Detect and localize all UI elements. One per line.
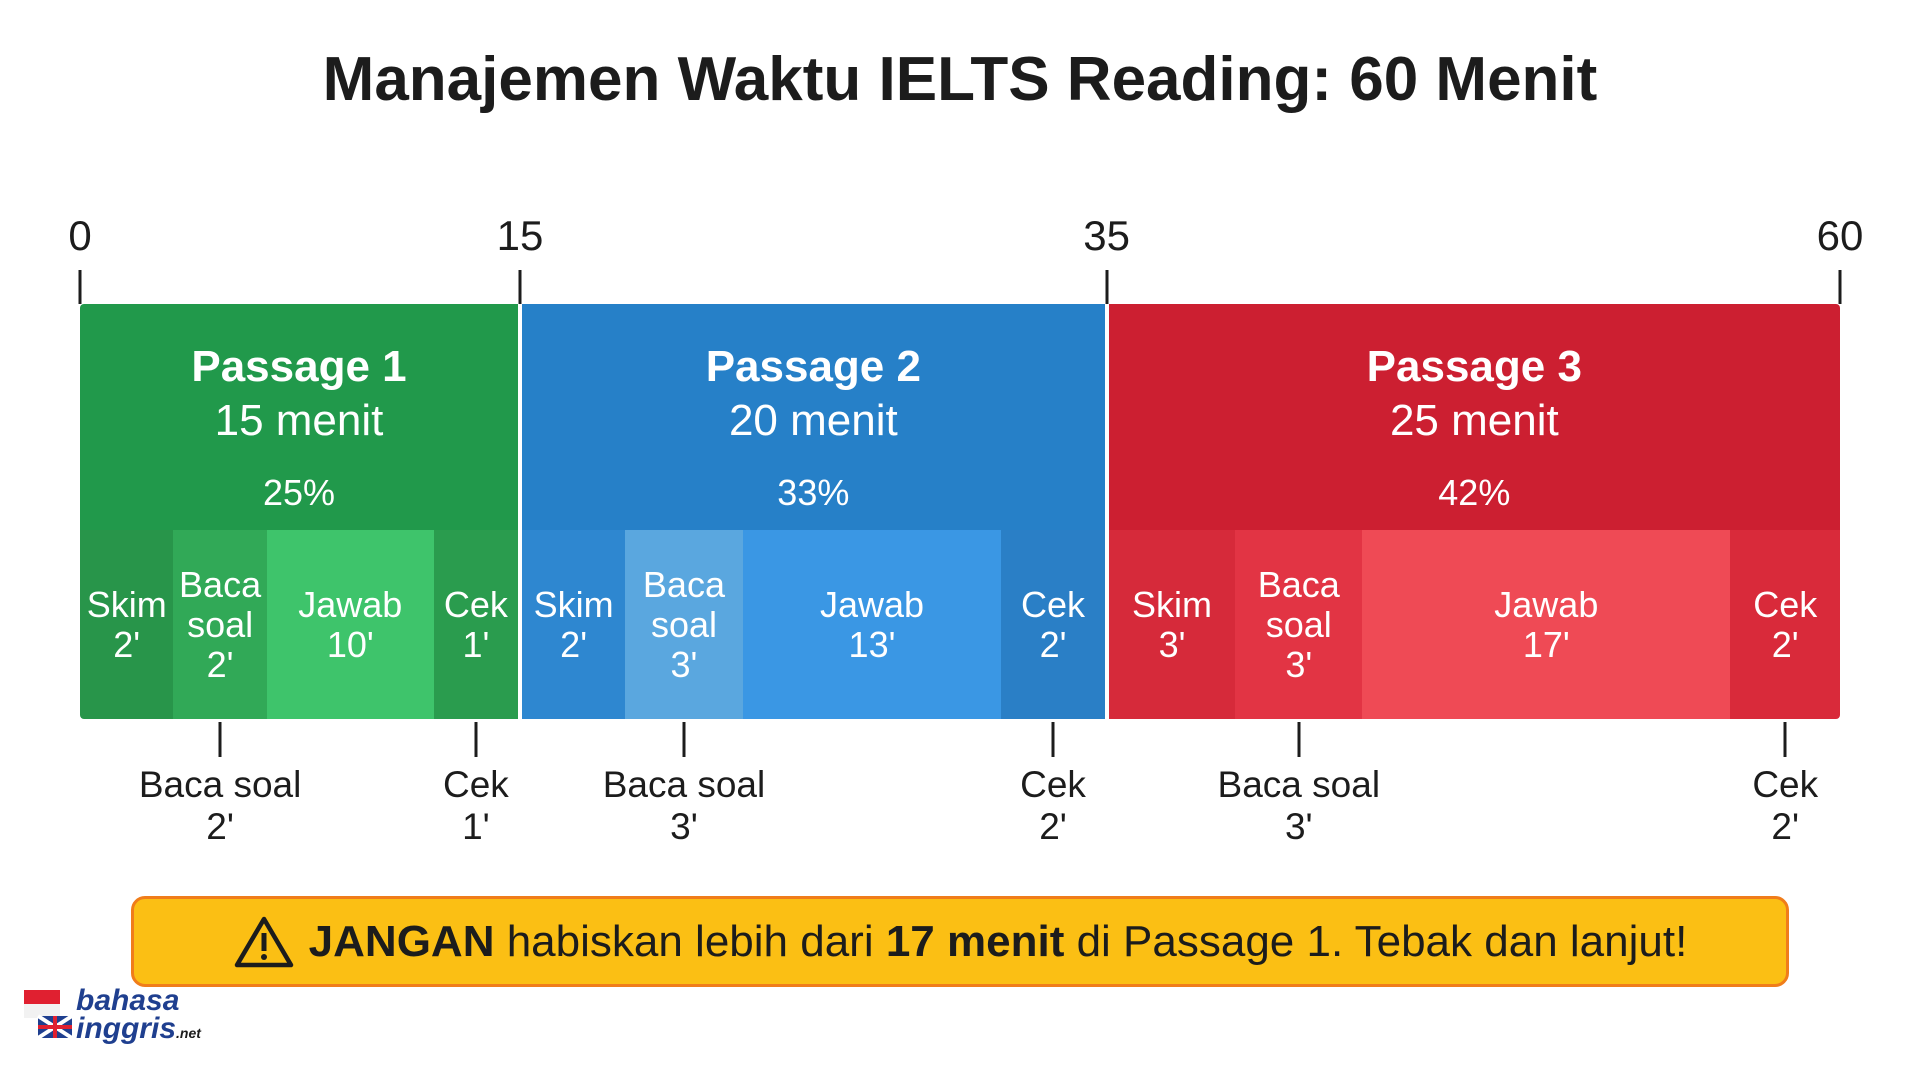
part-label: Baca soal	[179, 563, 262, 645]
part-minutes: 2'	[206, 643, 234, 685]
callout-line	[474, 722, 478, 757]
passage-header: Passage 1 15 menit 25%	[80, 304, 518, 530]
part-minutes: 17'	[1522, 623, 1570, 665]
tick-label: 35	[1083, 212, 1131, 259]
passage-duration: 20 menit	[728, 396, 898, 445]
part-minutes: 10'	[326, 623, 374, 665]
part: Jawab 10'	[266, 530, 434, 719]
callout-line	[1783, 722, 1787, 757]
passage-share: 25%	[262, 472, 336, 513]
part-label: Skim	[1132, 583, 1213, 625]
part: Jawab 17'	[1362, 530, 1731, 719]
callout-name: Baca soal	[138, 764, 302, 805]
part-minutes: 2'	[113, 623, 141, 665]
passage-duration: 25 menit	[1389, 396, 1559, 445]
callout-label: Baca soal 3'	[1218, 764, 1381, 848]
part-label: Jawab	[819, 583, 925, 625]
part: Cek 2'	[1001, 530, 1105, 719]
callout-label: Cek 2'	[1020, 764, 1086, 848]
logo-text: bahasa	[76, 984, 180, 1017]
tick-mark	[518, 270, 522, 304]
callout-name: Baca soal	[1217, 764, 1381, 805]
part-minutes: 3'	[670, 643, 698, 685]
warning-run: habiskan lebih dari	[494, 916, 886, 966]
passage-name: Passage 2	[705, 342, 921, 391]
warning-run: 17 menit	[885, 916, 1065, 966]
part-label: Jawab	[1494, 583, 1599, 625]
tick-mark	[1105, 270, 1109, 304]
part-label: Skim	[533, 583, 614, 625]
part-label: Jawab	[298, 583, 403, 625]
callout-name: Cek	[442, 764, 509, 805]
part-label: Baca soal	[642, 563, 725, 645]
callout-name: Baca soal	[602, 764, 766, 805]
tick-label: 60	[1816, 212, 1864, 259]
part: Cek 1'	[433, 530, 518, 719]
part: Baca soal 3'	[1235, 530, 1363, 719]
part: Baca soal 3'	[625, 530, 743, 719]
callout-minutes: 3'	[670, 806, 698, 847]
callout-label: Baca soal 2'	[139, 764, 302, 848]
part: Cek 2'	[1730, 530, 1840, 719]
part: Baca soal 2'	[173, 530, 267, 719]
part: Skim 2'	[80, 530, 174, 719]
callout-label: Baca soal 3'	[603, 764, 766, 848]
part-minutes: 2'	[1039, 623, 1067, 665]
tick-mark	[1838, 270, 1842, 304]
part-label: Cek	[1753, 583, 1818, 625]
tick-label: 15	[496, 212, 544, 259]
tick-label: 0	[68, 212, 92, 259]
part-minutes: 1'	[462, 623, 490, 665]
part-minutes: 2'	[560, 623, 588, 665]
callout-name: Cek	[1752, 764, 1819, 805]
part: Skim 3'	[1108, 530, 1236, 719]
warning-box: JANGAN habiskan lebih dari 17 menit di P…	[131, 896, 1789, 987]
callout-line	[682, 722, 686, 757]
title: Manajemen Waktu IELTS Reading: 60 Menit	[322, 45, 1598, 114]
part-label: Cek	[1021, 583, 1086, 625]
passage-share: 33%	[777, 472, 850, 513]
passage-header: Passage 2 20 menit 33%	[522, 304, 1105, 530]
callout-minutes: 2'	[206, 806, 234, 847]
logo-suffix: .net	[176, 1025, 201, 1041]
logo: bahasa inggris.net	[24, 984, 214, 1046]
part-label: Cek	[443, 583, 508, 625]
passage-name: Passage 1	[191, 342, 407, 391]
warning-icon	[234, 916, 293, 967]
callout-minutes: 2'	[1771, 806, 1800, 847]
logo-text: inggris.net	[76, 1012, 201, 1046]
callout-line	[1297, 722, 1301, 757]
part-label: Skim	[86, 583, 167, 625]
callout-name: Cek	[1020, 764, 1086, 805]
passage-name: Passage 3	[1366, 342, 1582, 391]
callout-label: Cek 1'	[443, 764, 509, 848]
warning-run: di Passage 1. Tebak dan lanjut!	[1064, 916, 1688, 966]
part-label: Baca soal	[1257, 563, 1340, 645]
passage-share: 42%	[1438, 472, 1511, 513]
part-minutes: 2'	[1771, 623, 1799, 665]
passage-header: Passage 3 25 menit 42%	[1108, 304, 1840, 530]
passage-duration: 15 menit	[214, 396, 384, 445]
part-minutes: 3'	[1285, 643, 1313, 685]
callout-line	[218, 722, 222, 757]
part: Skim 2'	[522, 530, 626, 719]
callout-minutes: 1'	[462, 806, 490, 847]
warning-text: JANGAN habiskan lebih dari 17 menit di P…	[309, 917, 1688, 967]
part: Jawab 13'	[742, 530, 1002, 719]
part-minutes: 3'	[1158, 623, 1186, 665]
callout-minutes: 3'	[1284, 806, 1313, 847]
logo-flag	[24, 990, 74, 1040]
logo-text: inggris	[76, 1012, 177, 1045]
callout-line	[1051, 722, 1055, 757]
warning-run: JANGAN	[308, 916, 495, 966]
callout-minutes: 2'	[1039, 806, 1067, 847]
callout-label: Cek 2'	[1752, 764, 1818, 848]
part-minutes: 13'	[848, 623, 896, 665]
tick-mark	[78, 270, 82, 304]
